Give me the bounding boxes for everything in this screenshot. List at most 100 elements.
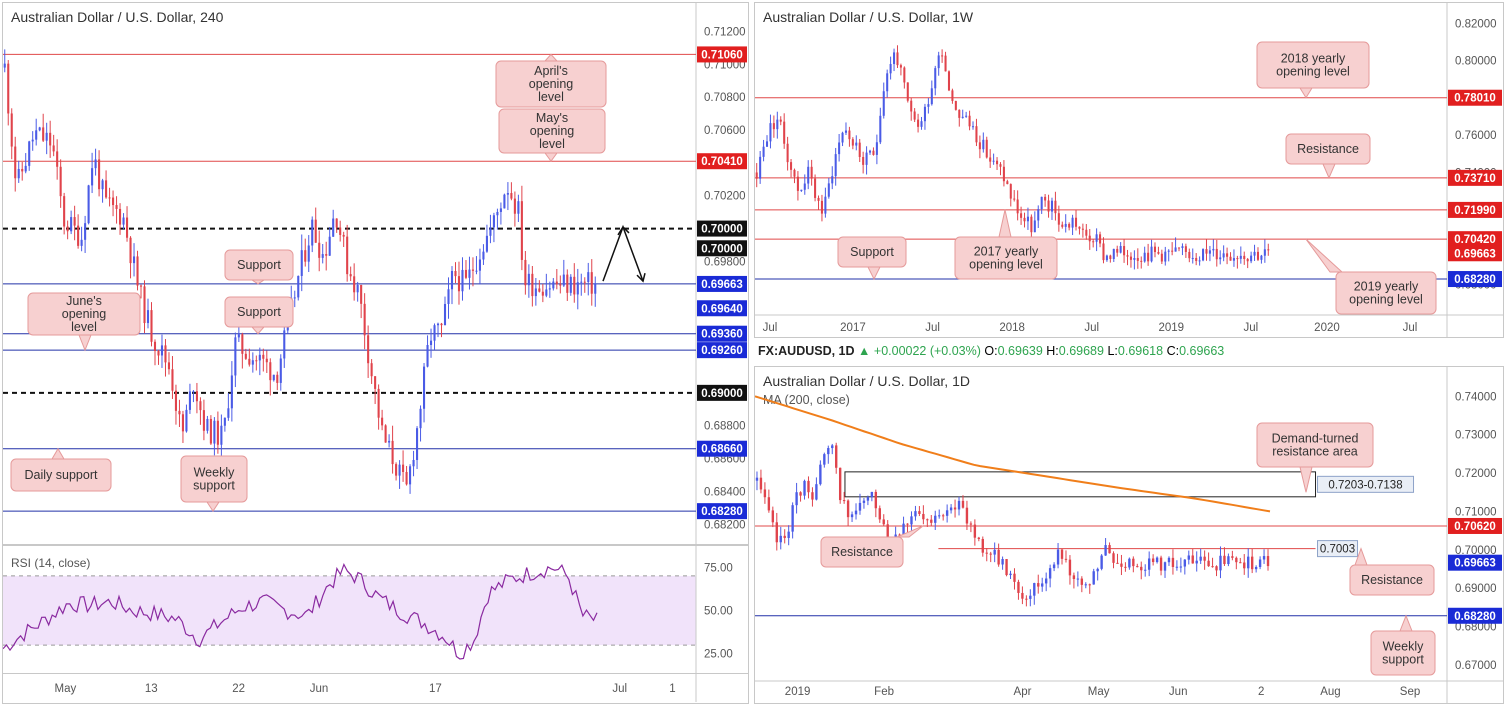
- h4-candle: [541, 291, 544, 296]
- h4-candle: [492, 215, 495, 228]
- h4-candle: [49, 132, 52, 146]
- w1-candle: [1002, 166, 1005, 182]
- h4-candle: [272, 374, 275, 381]
- h4-callout-support-2-pointer: [250, 326, 266, 335]
- h4-candle: [52, 145, 55, 152]
- d1-candle: [838, 467, 842, 501]
- w1-y-tick-2: 0.76000: [1455, 130, 1497, 142]
- w1-candle: [951, 90, 954, 101]
- w1-candle: [1088, 235, 1091, 242]
- rsi-canvas[interactable]: 75.00 50.00 25.00: [3, 546, 748, 673]
- w1-candle: [1061, 224, 1064, 227]
- w1-callout-support-pointer: [867, 266, 881, 281]
- d1-callout-resistance-left-text-0: Resistance: [831, 545, 893, 559]
- rsi-panel[interactable]: RSI (14, close) 75.00 50.00 25.00: [2, 545, 749, 674]
- w1-candle: [858, 142, 861, 157]
- d1-candle: [953, 507, 957, 510]
- h4-candle: [405, 471, 408, 485]
- h4-candle: [42, 127, 45, 141]
- h4-candle: [594, 283, 597, 294]
- daily-chart-canvas[interactable]: 0.74000 0.73000 0.72000 0.71000 0.70000 0.690…: [755, 367, 1503, 703]
- w1-candle: [920, 121, 923, 127]
- h4-x-axis: May 13 22 Jun 17 Jul 1: [2, 674, 749, 704]
- d1-callout-weekly-support-text-0: Weekly: [1383, 640, 1425, 654]
- h4-y-tick-3: 0.70600: [704, 125, 746, 137]
- h4-x-tick-5: Jul: [612, 683, 627, 695]
- w1-candle: [965, 115, 968, 117]
- h4-candle: [559, 284, 562, 286]
- d1-candle: [1037, 583, 1040, 587]
- h4-candle: [24, 165, 27, 172]
- h4-chart-canvas[interactable]: 0.712000.710000.708000.706000.702000.698…: [3, 3, 748, 544]
- d1-extra-tag-0: 0.69663: [1454, 558, 1496, 570]
- w1-candle: [968, 115, 971, 127]
- weekly-chart-canvas[interactable]: 0.820000.800000.760000.740000.720000.680…: [755, 3, 1503, 337]
- h4-candle: [569, 276, 572, 293]
- h4-candle: [251, 360, 254, 365]
- w1-level-tag-2: 0.71990: [1454, 205, 1496, 217]
- d1-candle: [858, 502, 862, 511]
- d1-y-tick-5: 0.69000: [1455, 583, 1497, 595]
- ohlc-low: 0.69618: [1117, 344, 1164, 358]
- w1-candle: [896, 52, 899, 66]
- d1-ma-200-line: [755, 395, 1271, 513]
- h4-candle: [283, 330, 286, 359]
- h4-callout-support-2-text-0: Support: [237, 305, 281, 319]
- w1-candle: [1164, 251, 1167, 262]
- h4-chart-panel[interactable]: Australian Dollar / U.S. Dollar, 240 0.7…: [2, 2, 749, 545]
- d1-candle: [1044, 578, 1048, 584]
- d1-candle: [906, 523, 909, 525]
- d1-candle: [969, 523, 973, 525]
- w1-candle: [982, 139, 985, 150]
- h4-callout-may-text-2: level: [539, 137, 565, 151]
- ohlc-symbol: FX:AUDUSD, 1D: [758, 344, 855, 358]
- w1-candle: [1250, 255, 1253, 262]
- h4-callout-april-box: [495, 60, 607, 108]
- d1-candle: [835, 445, 838, 468]
- daily-chart-panel[interactable]: Australian Dollar / U.S. Dollar, 1D MA (…: [754, 366, 1504, 704]
- h4-callout-daily-support-pointer: [51, 447, 65, 460]
- d1-candle: [989, 553, 992, 555]
- d1-x-tick-7: Sep: [1400, 686, 1420, 698]
- d1-candle: [1243, 562, 1246, 569]
- w1-candle: [996, 160, 999, 165]
- w1-candle: [786, 143, 789, 163]
- d1-zone-label: 0.7203-0.7138: [1328, 479, 1402, 491]
- h4-candle: [255, 360, 258, 362]
- h4-candle: [566, 274, 569, 293]
- d1-candle: [850, 514, 854, 518]
- d1-candle: [807, 480, 810, 493]
- h4-candle: [150, 310, 153, 342]
- d1-candle: [910, 516, 913, 525]
- d1-candle: [759, 477, 763, 490]
- w1-candle: [803, 183, 806, 190]
- d1-callout-demand-text-1: resistance area: [1272, 445, 1358, 459]
- w1-candle: [862, 156, 865, 165]
- w1-candle: [913, 111, 916, 120]
- w1-candle: [1160, 253, 1163, 262]
- weekly-chart-panel[interactable]: Australian Dollar / U.S. Dollar, 1W 0.82…: [754, 2, 1504, 338]
- h4-y-tick-4: 0.70200: [704, 191, 746, 203]
- d1-candle: [898, 534, 901, 536]
- d1-y-tick-0: 0.74000: [1455, 391, 1497, 403]
- d1-candle: [1199, 556, 1202, 561]
- w1-candle: [879, 115, 882, 143]
- d1-candle: [945, 510, 949, 516]
- h4-x-tick-0: May: [55, 683, 77, 695]
- h4-candle: [7, 63, 10, 114]
- h4-candle: [409, 466, 412, 485]
- h4-x-tick-6: 1: [669, 683, 675, 695]
- d1-candle: [1262, 556, 1266, 560]
- d1-candle: [767, 497, 771, 511]
- h4-level-tag-3: 0.69663: [701, 279, 743, 291]
- d1-callout-demand-box: [1256, 422, 1374, 468]
- d1-candle: [1136, 566, 1139, 568]
- h4-candle: [297, 275, 300, 298]
- w1-y-tick-1: 0.80000: [1455, 56, 1497, 68]
- h4-candle: [342, 234, 345, 237]
- h4-candle: [443, 303, 447, 326]
- h4-candle: [262, 354, 265, 359]
- w1-candle: [1150, 246, 1153, 262]
- d1-candle: [1041, 583, 1044, 587]
- w1-candle: [1136, 258, 1139, 261]
